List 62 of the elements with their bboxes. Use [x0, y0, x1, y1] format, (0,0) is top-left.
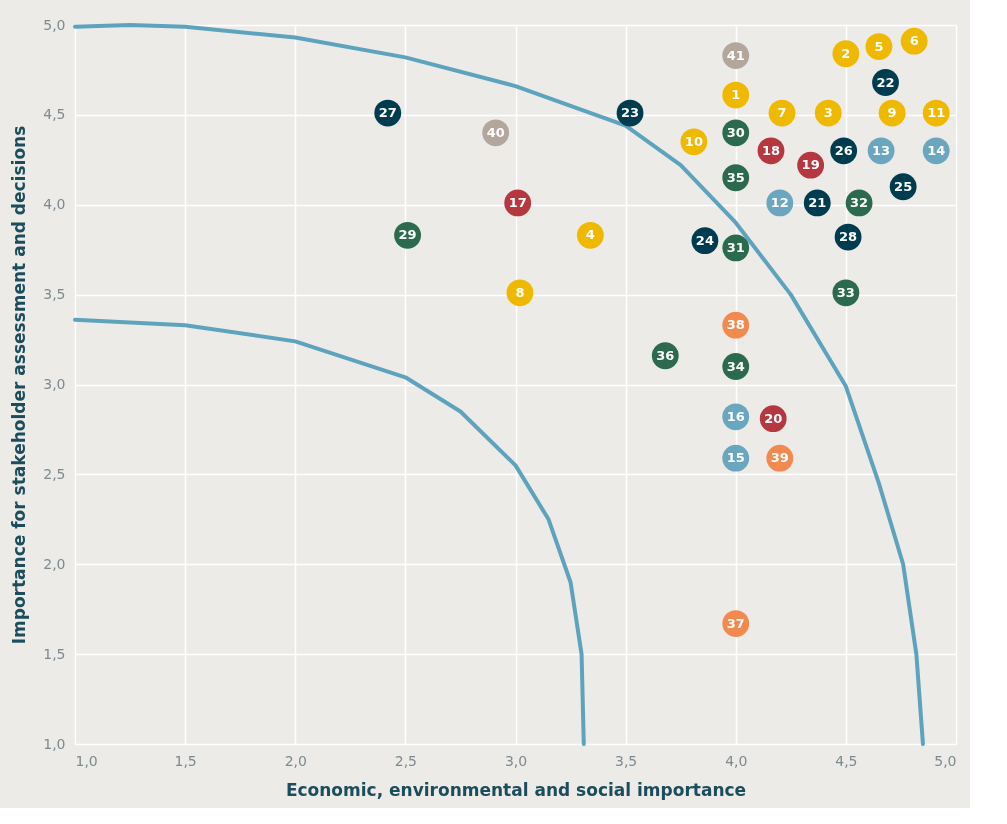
- annotation: 30: [726, 124, 745, 140]
- y-tick-label: 4,0: [43, 196, 66, 213]
- annotation: 5: [874, 38, 884, 54]
- annotation: 35: [726, 169, 745, 185]
- annotation: 34: [726, 358, 745, 374]
- annotation: 11: [927, 105, 946, 121]
- y-axis-title: Importance for stakeholder assessment and decisions: [9, 125, 30, 645]
- annotation: 20: [764, 410, 783, 426]
- y-tick-label: 2,5: [43, 465, 66, 482]
- annotation: 15: [726, 450, 745, 466]
- annotation: 16: [726, 408, 745, 424]
- annotation: 39: [770, 450, 789, 466]
- annotation: 24: [695, 232, 714, 248]
- annotation: 12: [770, 194, 789, 210]
- x-tick-label: 4,5: [835, 752, 858, 769]
- annotation: 1: [731, 87, 741, 103]
- y-tick-label: 1,0: [43, 735, 66, 752]
- annotation: 13: [872, 142, 891, 158]
- annotation: 3: [823, 105, 833, 121]
- annotation: 2: [841, 45, 851, 61]
- x-tick-label: 3,0: [504, 752, 528, 769]
- y-tick-label: 5,0: [43, 16, 66, 33]
- annotation: 17: [508, 194, 527, 210]
- annotation: 4: [585, 227, 595, 243]
- annotation: 26: [834, 142, 853, 158]
- annotation: 7: [777, 105, 787, 121]
- annotation: 38: [726, 317, 745, 333]
- annotation: 19: [801, 157, 820, 173]
- annotation: 40: [486, 124, 505, 140]
- annotation: 10: [684, 133, 703, 149]
- annotation: 33: [836, 284, 855, 300]
- y-tick-label: 3,0: [43, 376, 66, 392]
- x-tick-label: 2,0: [284, 752, 307, 769]
- annotation: 8: [515, 284, 525, 300]
- annotation: 6: [909, 33, 919, 49]
- annotation: 27: [378, 105, 397, 121]
- annotation: 32: [850, 194, 869, 210]
- annotation: 36: [656, 347, 675, 363]
- annotation: 9: [887, 105, 897, 121]
- x-tick-label: 3,5: [614, 752, 638, 769]
- y-tick-label: 2,0: [43, 555, 66, 572]
- annotation: 31: [726, 239, 745, 255]
- y-tick-label: 3,5: [43, 286, 66, 303]
- annotation: 29: [398, 227, 417, 243]
- annotation: 23: [620, 105, 640, 121]
- x-tick-label: 1,0: [75, 752, 98, 769]
- line-series: [73, 317, 586, 746]
- x-tick-label: 1,5: [174, 752, 197, 769]
- x-tick-label: 4,0: [725, 752, 748, 769]
- annotation: 22: [876, 74, 895, 90]
- annotation: 41: [726, 47, 745, 63]
- annotation: 21: [808, 194, 827, 210]
- annotation: 25: [894, 178, 913, 194]
- annotation: 37: [726, 615, 745, 631]
- y-tick-label: 1,5: [43, 645, 66, 662]
- x-axis-title: Economic, environmental and social importance: [285, 779, 747, 800]
- annotation: 14: [927, 142, 946, 158]
- y-tick-label: 4,5: [43, 106, 66, 123]
- annotation: 28: [839, 229, 858, 245]
- x-tick-label: 5,0: [934, 752, 957, 769]
- annotation: 18: [761, 142, 781, 158]
- x-tick-label: 2,5: [394, 752, 418, 769]
